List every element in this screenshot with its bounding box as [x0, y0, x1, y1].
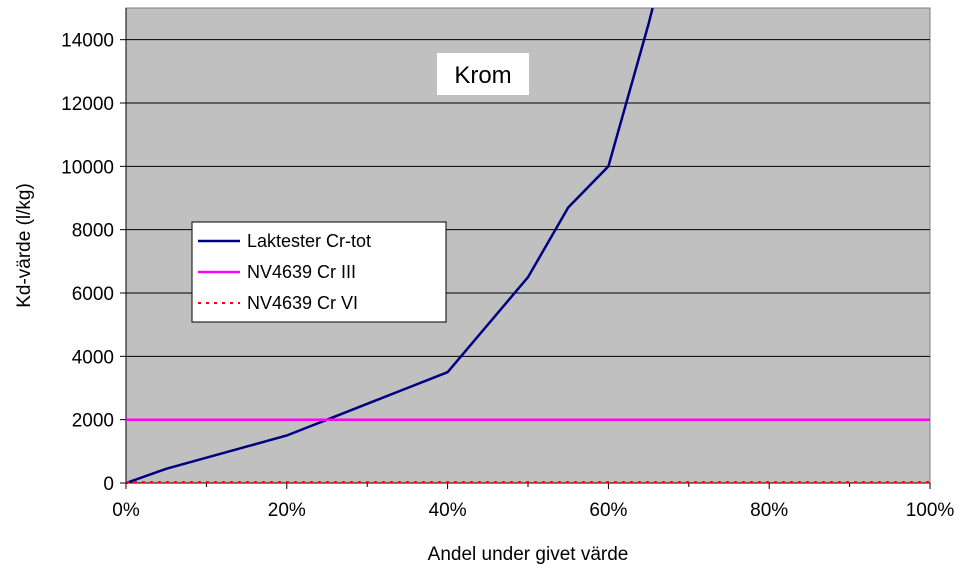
legend-label-3: NV4639 Cr VI — [247, 293, 358, 313]
x-tick-label: 80% — [750, 500, 788, 521]
x-tick-label: 40% — [429, 500, 467, 521]
x-tick-label: 100% — [906, 500, 955, 521]
y-tick-label: 4000 — [72, 347, 114, 368]
y-tick-label: 12000 — [61, 94, 114, 115]
x-axis-title: Andel under givet värde — [428, 544, 629, 565]
legend-label-1: Laktester Cr-tot — [247, 231, 371, 251]
legend-label-2: NV4639 Cr III — [247, 262, 356, 282]
x-tick-label: 0% — [112, 500, 140, 521]
chart-annotation: Krom — [437, 53, 529, 95]
y-axis-title: Kd-värde (l/kg) — [14, 183, 35, 308]
legend: Laktester Cr-tot NV4639 Cr III NV4639 Cr V… — [191, 221, 447, 323]
x-tick-label: 60% — [589, 500, 627, 521]
y-tick-label: 6000 — [72, 284, 114, 305]
y-tick-label: 8000 — [72, 221, 114, 242]
annotation-box — [437, 53, 529, 95]
series-lines — [126, 7, 930, 484]
y-tick-label: 14000 — [61, 31, 114, 52]
annotation-label: Krom — [454, 62, 511, 89]
x-tick-label: 20% — [268, 500, 306, 521]
y-tick-label: 10000 — [61, 157, 114, 178]
y-tick-label: 0 — [103, 474, 114, 495]
y-tick-label: 2000 — [72, 411, 114, 432]
series-line-1 — [126, 7, 654, 484]
